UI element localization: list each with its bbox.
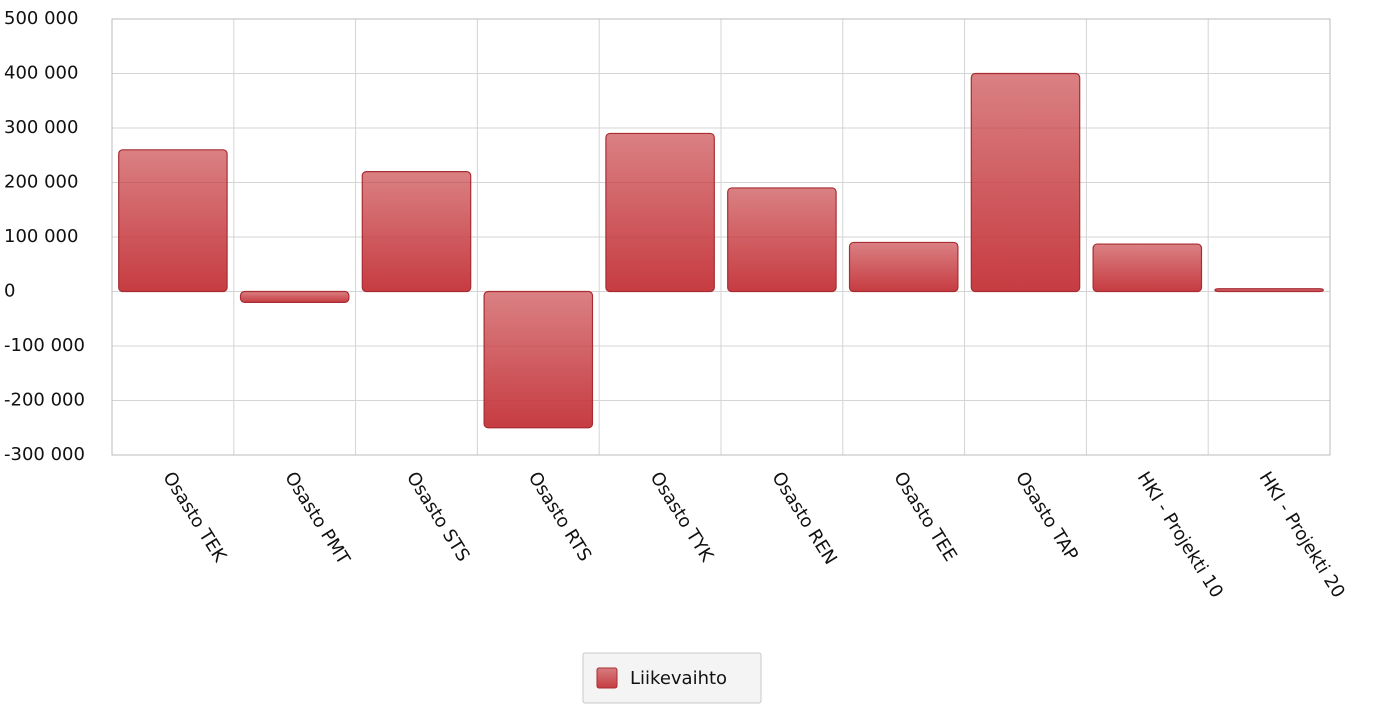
y-tick-label: -100 000 <box>4 335 85 356</box>
bar <box>848 241 959 293</box>
legend-swatch <box>596 667 618 689</box>
bar <box>605 132 715 293</box>
x-tick-label: Osasto PMT <box>280 468 354 569</box>
x-tick-label: Osasto TEE <box>889 468 961 565</box>
y-tick-label: -300 000 <box>4 444 85 465</box>
legend-box <box>582 652 762 704</box>
x-tick-label: HKI - Projekti 10 <box>1133 468 1227 602</box>
x-tick-label: Osasto REN <box>767 468 841 568</box>
x-tick-label: Osasto TYK <box>646 468 718 566</box>
y-tick-label: 300 000 <box>4 117 78 138</box>
legend-label: Liikevaihto <box>630 668 727 689</box>
bar <box>118 149 228 293</box>
y-tick-label: 500 000 <box>4 8 78 29</box>
bar <box>970 72 1081 293</box>
x-tick-label: Osasto TAP <box>1011 468 1082 564</box>
bar <box>727 187 837 293</box>
y-tick-label: 100 000 <box>4 226 78 247</box>
bar <box>361 171 472 293</box>
bar <box>483 290 594 429</box>
bar <box>239 290 350 303</box>
bar <box>1092 243 1203 293</box>
x-tick-label: Osasto RTS <box>524 468 596 565</box>
x-tick-label: Osasto TEK <box>158 468 230 567</box>
bar <box>1214 288 1324 293</box>
plot-border <box>111 18 1331 456</box>
x-tick-label: HKI - Projekti 20 <box>1255 468 1349 602</box>
y-tick-label: 200 000 <box>4 172 78 193</box>
y-tick-label: -200 000 <box>4 390 85 411</box>
x-tick-label: Osasto STS <box>402 468 474 565</box>
y-tick-label: 0 <box>4 281 15 302</box>
y-tick-label: 400 000 <box>4 63 78 84</box>
legend: Liikevaihto <box>582 652 762 704</box>
